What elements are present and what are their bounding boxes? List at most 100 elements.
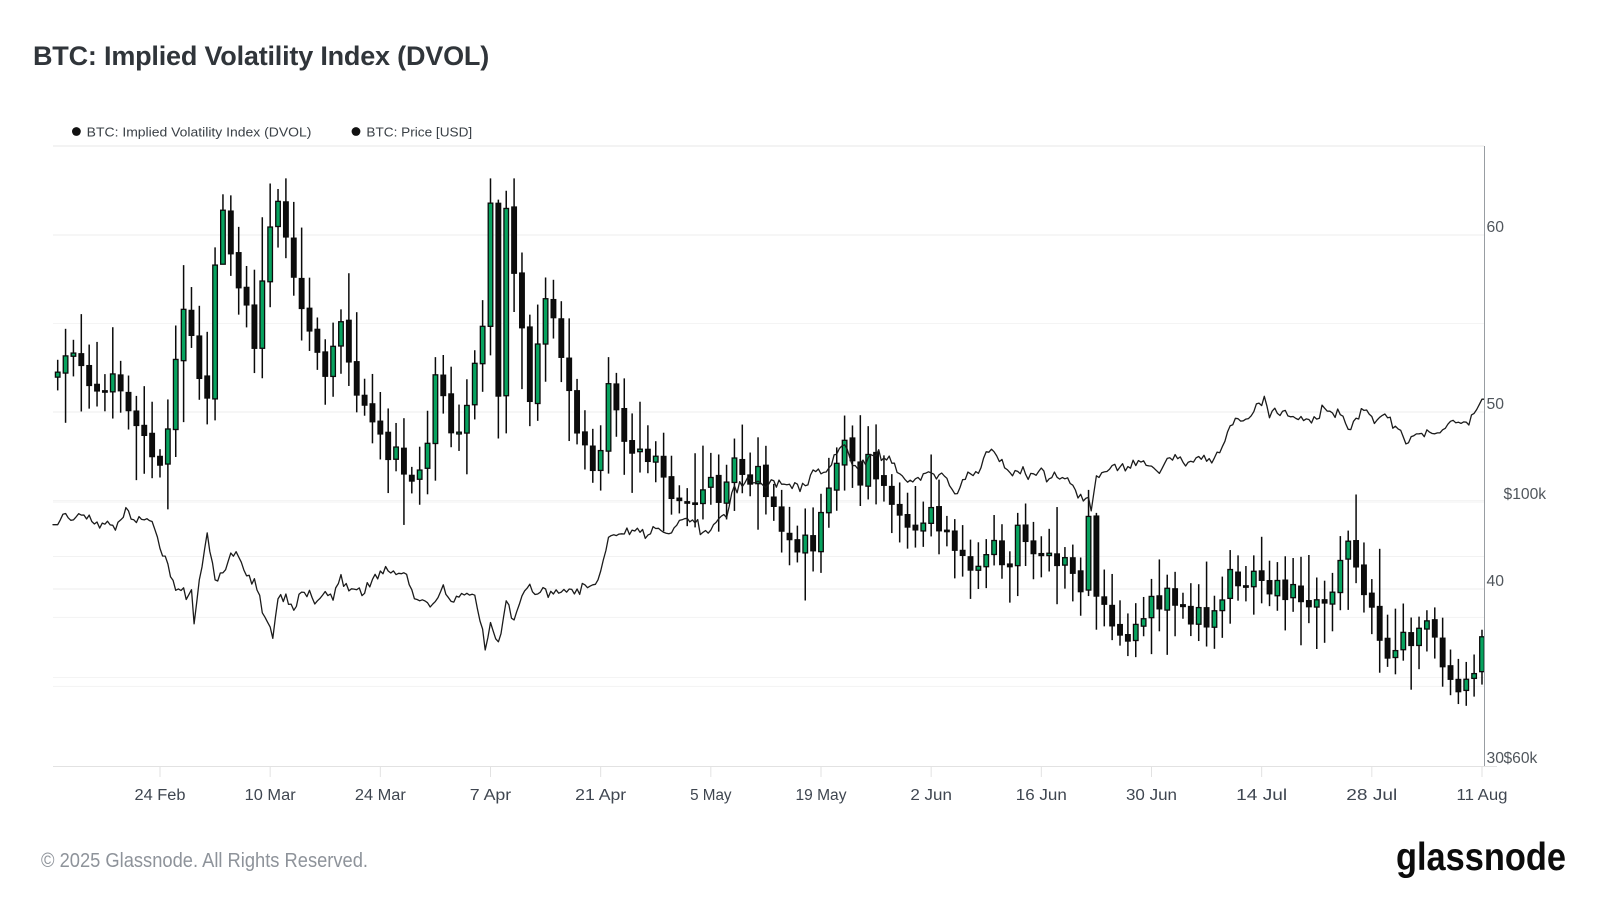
x-axis-label[interactable]: 21 Apr (575, 787, 626, 804)
x-axis-labels: 24 Feb 10 Mar 24 Mar 7 Apr 21 Apr 5 May 19 May… (134, 766, 1507, 804)
candle-body (408, 474, 415, 482)
candle-body (463, 404, 470, 434)
legend-dvol-label[interactable]: BTC: Implied Volatility Index (DVOL) (87, 125, 312, 140)
candle-body (762, 464, 769, 498)
x-axis-label[interactable]: 5 May (690, 787, 732, 804)
candle-body (1211, 610, 1218, 628)
candle-body (652, 455, 659, 463)
price-axis-label[interactable]: $60k (1504, 750, 1538, 767)
x-axis-label[interactable]: 19 May (795, 787, 846, 804)
candle-body (519, 272, 525, 329)
candle-body (456, 431, 462, 435)
x-axis-label[interactable]: 10 Mar (245, 787, 296, 804)
candle-body (1258, 570, 1265, 581)
dvol-axis-label[interactable]: 50 (1487, 396, 1505, 413)
candle-body (1093, 515, 1100, 597)
candle-body (1392, 649, 1399, 659)
candle-body (1203, 607, 1210, 628)
dvol-axis-label[interactable]: 60 (1487, 219, 1505, 236)
candle-body (1061, 557, 1068, 566)
candle-body (912, 524, 919, 531)
candle-body (1054, 553, 1061, 567)
candle-body (1235, 571, 1241, 587)
candle-body (936, 506, 942, 532)
candle-body (621, 407, 628, 442)
candle-body (1376, 605, 1383, 641)
candle-body (471, 362, 478, 406)
candle-body (1416, 627, 1422, 647)
candle-body (1439, 637, 1446, 668)
candle-body (943, 529, 950, 533)
candle-body (1337, 559, 1344, 594)
btc-price-line-series (52, 395, 1485, 651)
plot-area[interactable] (53, 146, 1484, 766)
candle-body (967, 556, 974, 571)
candle-body (141, 424, 148, 437)
candle-body (888, 485, 895, 505)
candle-body (487, 202, 494, 327)
x-axis-label[interactable]: 30 Jun (1126, 787, 1177, 804)
candle-body (802, 534, 809, 554)
legend-price-dot-icon (351, 127, 361, 136)
candle-body (1361, 564, 1367, 596)
candle-body (904, 514, 911, 528)
candle-body (290, 237, 297, 278)
x-axis-label[interactable]: 2 Jun (910, 787, 952, 804)
candle-body (117, 374, 124, 392)
candle-body (345, 319, 352, 363)
dvol-axis-label[interactable]: 40 (1487, 573, 1505, 590)
candle-body (959, 549, 966, 557)
candle-body (684, 501, 691, 504)
y-axis-labels: 60 50 40 30 $100k $60k (1487, 219, 1547, 767)
legend-price-label[interactable]: BTC: Price [USD] (366, 125, 472, 140)
candle-body (676, 497, 683, 502)
candle-body (1384, 637, 1391, 659)
candle-body (896, 503, 903, 516)
candle-body (1227, 568, 1234, 600)
candle-body (424, 442, 431, 469)
dvol-axis-label[interactable]: 30 (1487, 750, 1505, 767)
candle-body (1172, 588, 1179, 606)
candle-body (1266, 580, 1273, 595)
candle-body (1242, 585, 1249, 588)
candle-body (660, 455, 667, 478)
candle-body (1046, 552, 1053, 557)
candle-body (550, 298, 557, 319)
candle-body (873, 451, 880, 480)
x-axis-label[interactable]: 24 Feb (134, 787, 185, 804)
x-axis-label[interactable]: 28 Jul (1346, 787, 1397, 804)
candle-body (1471, 672, 1478, 680)
price-axis-label[interactable]: $100k (1504, 486, 1547, 503)
candle-body (180, 308, 187, 362)
candle-body (235, 252, 242, 289)
candle-body (1219, 599, 1226, 612)
candle-body (416, 469, 423, 480)
candle-body (259, 280, 266, 349)
candle-body (920, 522, 927, 532)
candle-body (1124, 634, 1131, 642)
candle-body (770, 496, 777, 507)
candle-body (880, 475, 887, 486)
candle-body (1353, 540, 1360, 568)
x-axis-label[interactable]: 7 Apr (470, 787, 512, 804)
candle-body (1282, 579, 1289, 601)
candle-body (314, 328, 321, 353)
candle-body (597, 449, 604, 472)
candle-body (1077, 570, 1084, 593)
x-axis-label[interactable]: 14 Jul (1236, 787, 1287, 804)
x-axis-label[interactable]: 11 Aug (1456, 787, 1507, 804)
candle-body (644, 448, 651, 463)
candle-body (70, 352, 77, 357)
candle-body (739, 458, 746, 475)
candle-body (983, 554, 990, 568)
candle-body (629, 440, 636, 454)
candle-body (668, 476, 675, 500)
x-axis-label[interactable]: 16 Jun (1016, 787, 1067, 804)
candle-body (243, 286, 250, 306)
candle-body (369, 403, 376, 423)
candle-body (1038, 552, 1045, 557)
x-axis-label[interactable]: 24 Mar (355, 787, 406, 804)
candle-body (306, 307, 313, 332)
candle-body (755, 465, 761, 485)
